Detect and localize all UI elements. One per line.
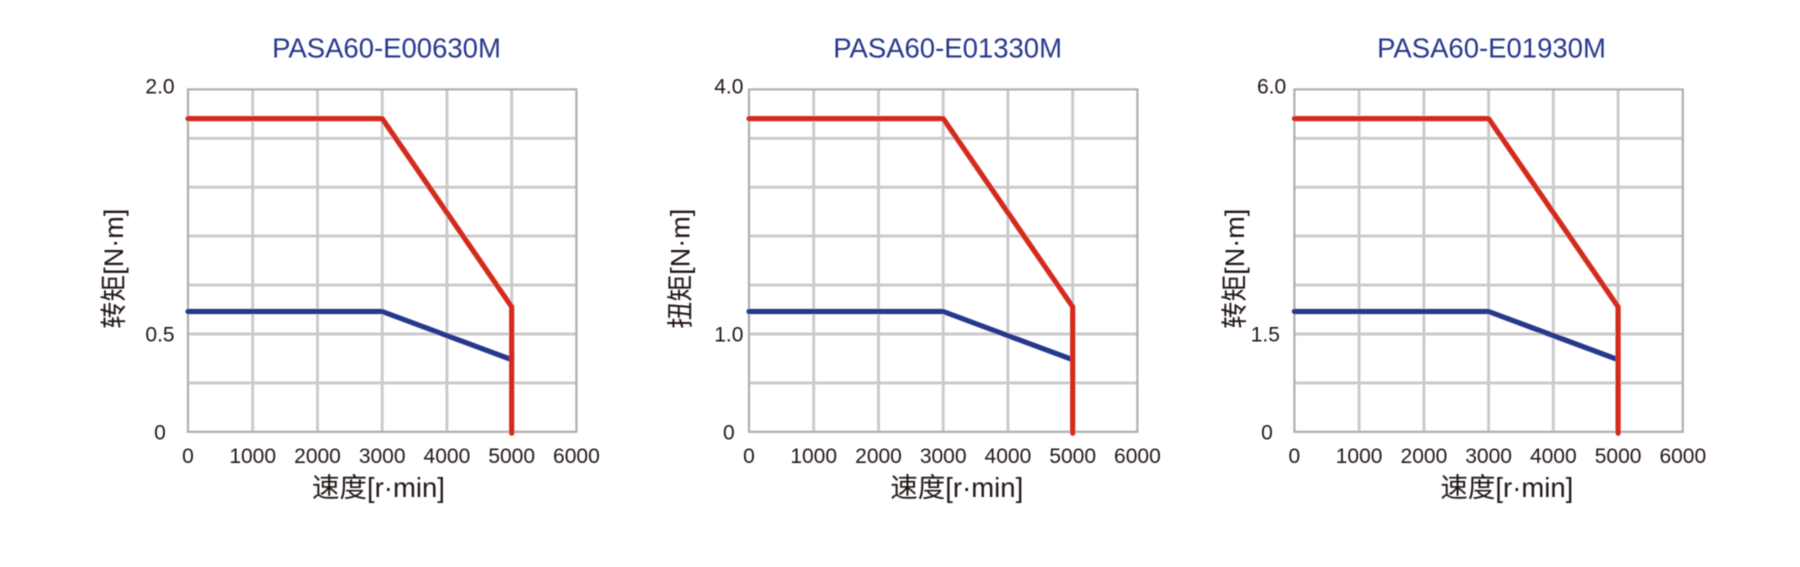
svg-text:6000: 6000 <box>553 445 600 468</box>
svg-text:0: 0 <box>1289 445 1301 468</box>
svg-text:6.0: 6.0 <box>1257 75 1286 98</box>
svg-text:2.0: 2.0 <box>145 75 174 98</box>
svg-text:PASA60-E00630M: PASA60-E00630M <box>272 33 501 64</box>
svg-text:2000: 2000 <box>855 445 902 468</box>
svg-text:4000: 4000 <box>424 445 471 468</box>
svg-text:[r·min]: [r·min] <box>1495 472 1573 503</box>
svg-text:0: 0 <box>182 445 194 468</box>
svg-text:[r·min]: [r·min] <box>367 472 445 503</box>
svg-text:1000: 1000 <box>790 445 837 468</box>
svg-text:[r·min]: [r·min] <box>945 472 1023 503</box>
svg-text:4000: 4000 <box>985 445 1032 468</box>
svg-text:3000: 3000 <box>1465 445 1512 468</box>
svg-text:[N·m]: [N·m] <box>666 209 696 275</box>
svg-text:1000: 1000 <box>229 445 276 468</box>
svg-text:3000: 3000 <box>359 445 406 468</box>
svg-text:2000: 2000 <box>294 445 341 468</box>
svg-text:1.0: 1.0 <box>714 324 743 347</box>
svg-text:PASA60-E01330M: PASA60-E01330M <box>833 33 1062 64</box>
svg-text:5000: 5000 <box>488 445 535 468</box>
svg-text:2000: 2000 <box>1401 445 1448 468</box>
svg-text:PASA60-E01930M: PASA60-E01930M <box>1377 33 1606 64</box>
svg-text:5000: 5000 <box>1049 445 1096 468</box>
svg-text:0: 0 <box>743 445 755 468</box>
svg-text:4000: 4000 <box>1530 445 1577 468</box>
svg-text:1.5: 1.5 <box>1251 324 1280 347</box>
svg-text:5000: 5000 <box>1595 445 1642 468</box>
svg-text:6000: 6000 <box>1659 445 1706 468</box>
svg-text:0: 0 <box>154 421 166 444</box>
svg-text:1000: 1000 <box>1336 445 1383 468</box>
svg-text:4.0: 4.0 <box>714 75 743 98</box>
svg-text:0: 0 <box>723 421 735 444</box>
svg-text:[N·m]: [N·m] <box>99 209 129 275</box>
svg-text:[N·m]: [N·m] <box>1220 209 1250 275</box>
svg-text:3000: 3000 <box>920 445 967 468</box>
svg-text:0.5: 0.5 <box>145 324 174 347</box>
svg-text:6000: 6000 <box>1114 445 1161 468</box>
svg-text:0: 0 <box>1261 421 1273 444</box>
